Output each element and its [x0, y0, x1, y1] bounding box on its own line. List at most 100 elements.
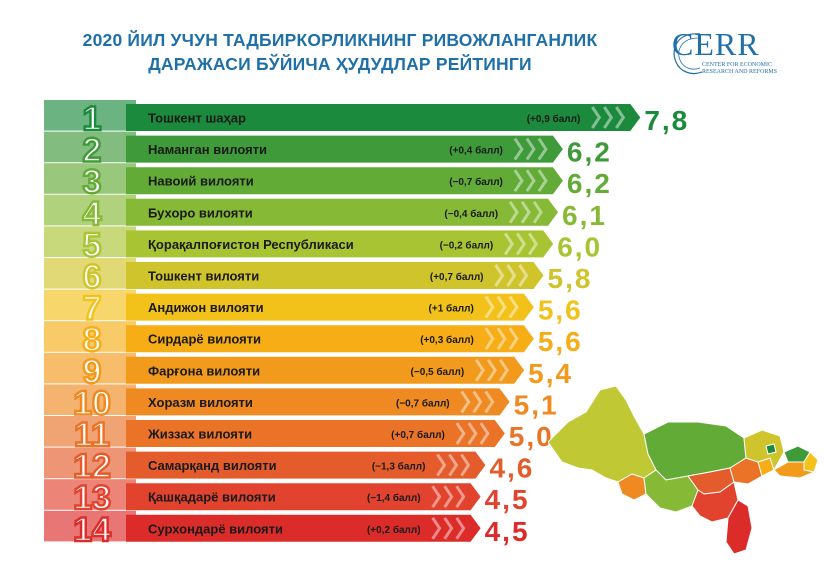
rank-number: 14: [73, 511, 111, 549]
rank-band: [44, 479, 136, 510]
region-label: Бухоро вилояти: [148, 205, 253, 220]
rank-band: [44, 131, 136, 163]
change-label: (+1 балл): [429, 303, 474, 315]
rank-band: [44, 163, 136, 194]
bar-chevron: [443, 516, 454, 540]
value-label: 4,5: [485, 516, 530, 547]
bar-chevron: [486, 358, 497, 382]
value-label: 5,6: [538, 326, 583, 357]
logo-subtitle-line-2: RESEARCH AND REFORMS: [702, 69, 778, 75]
region-label: Фарғона вилояти: [148, 363, 260, 378]
cerr-logo: CERR CENTER FOR ECONOMIC RESEARCH AND RE…: [668, 26, 788, 82]
bar-chevron: [484, 295, 495, 319]
bar-chevron: [525, 137, 536, 161]
bar: [126, 388, 510, 416]
bar-chevron: [479, 422, 490, 445]
rank-band: [44, 384, 136, 415]
bar-chevron: [537, 169, 548, 193]
change-label: (+0,2 балл): [367, 524, 421, 536]
value-label: 5,4: [528, 358, 573, 389]
change-label: (−1,3 балл): [372, 461, 426, 473]
rank-band: [44, 510, 136, 542]
bar-chevron: [467, 422, 478, 445]
bar-chevron: [455, 485, 466, 509]
region-label: Наманган вилояти: [148, 142, 267, 157]
value-label: 6,0: [557, 231, 602, 262]
rank-number: 6: [83, 258, 102, 296]
bar-chevron: [520, 200, 531, 224]
value-label: 6,1: [562, 200, 607, 231]
map-region-surkhandarya: [725, 499, 753, 555]
bar: [126, 104, 641, 131]
bar-chevron: [525, 169, 536, 193]
rank-number: 3: [83, 163, 102, 201]
bar-chevron: [615, 106, 626, 129]
bar: [126, 451, 486, 479]
value-label: 5,8: [548, 263, 593, 294]
bar-chevron: [513, 169, 524, 193]
bar-chevron: [515, 232, 527, 256]
map-region-fergana: [773, 461, 816, 479]
region-label: Самарқанд вилояти: [148, 458, 277, 473]
bar-chevron: [508, 200, 519, 224]
change-label: (−0,4 балл): [444, 208, 498, 220]
bar-chevron: [513, 137, 524, 161]
bar-chevron: [436, 453, 447, 477]
change-label: (−0,7 балл): [449, 176, 503, 188]
bar-chevron: [503, 232, 515, 256]
value-label: 6,2: [567, 168, 612, 199]
value-label: 5,6: [538, 295, 583, 326]
change-label: (+0,7 балл): [430, 271, 484, 283]
change-label: (+0,9 балл): [527, 113, 581, 125]
rank-band: [44, 226, 136, 257]
bar: [126, 135, 563, 163]
value-label: 7,8: [644, 105, 689, 136]
rank-band: [44, 100, 136, 131]
bar: [126, 325, 534, 353]
bar: [126, 483, 481, 511]
map-region-karakalpakstan: [548, 385, 657, 483]
rank-band: [44, 352, 136, 384]
change-label: (−0,7 балл): [396, 397, 450, 409]
value-label: 4,5: [485, 484, 530, 515]
logo-word: CERR: [672, 26, 760, 62]
bar: [126, 198, 559, 226]
map-region-tashkent-city: [765, 443, 777, 455]
region-label: Қашқадарё вилояти: [148, 490, 276, 505]
value-label: 5,1: [514, 389, 559, 420]
bar-chevron: [455, 422, 466, 445]
bar-chevron: [603, 106, 614, 129]
rank-band: [44, 194, 136, 226]
rank-number: 5: [83, 226, 102, 264]
region-label: Қорақалпоғистон Республикаси: [148, 237, 354, 252]
change-label: (+0,3 балл): [420, 334, 474, 346]
rank-number: 9: [83, 353, 102, 391]
bar-chevron: [591, 106, 602, 129]
rank-band: [44, 289, 136, 321]
rank-band: [44, 447, 136, 479]
value-label: 6,2: [567, 137, 612, 168]
bar-chevron: [472, 390, 483, 414]
region-label: Тошкент шаҳар: [148, 111, 246, 126]
bar-chevron: [443, 485, 454, 509]
bar-chevron: [518, 264, 529, 287]
region-label: Навоий вилояти: [148, 174, 254, 189]
rank-number: 2: [83, 132, 102, 170]
bar-chevron: [431, 516, 442, 540]
change-label: (−0,5 балл): [411, 366, 465, 378]
bar-chevron: [498, 358, 509, 382]
bar-chevron: [455, 516, 466, 540]
title-line-2: ДАРАЖАСИ БЎЙИЧА ҲУДУДЛАР РЕЙТИНГИ: [148, 54, 532, 74]
bar: [126, 167, 563, 195]
bar-chevron: [508, 327, 519, 351]
rank-number: 8: [83, 321, 102, 359]
bar: [126, 293, 534, 321]
rank-number: 4: [83, 195, 102, 233]
logo-subtitle-line-1: CENTER FOR ECONOMIC: [702, 62, 773, 68]
region-label: Сурхондарё вилояти: [148, 521, 283, 536]
title-line-1: 2020 ЙИЛ УЧУН ТАДБИРКОРЛИКНИНГ РИВОЖЛАНГ…: [82, 30, 598, 50]
logo-swirl-icon: [673, 33, 703, 75]
bar: [126, 262, 544, 289]
rank-band: [44, 416, 136, 447]
